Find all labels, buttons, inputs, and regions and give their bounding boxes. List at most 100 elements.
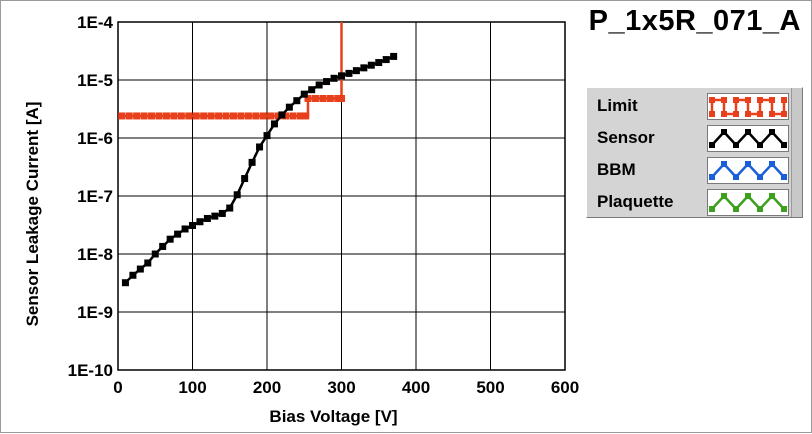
legend-marker-limit: [709, 97, 715, 103]
legend-marker-plaquette: [745, 193, 751, 199]
legend-marker-bbm: [757, 174, 763, 180]
data-point-limit: [326, 94, 334, 102]
data-point-sensor: [248, 158, 256, 166]
x-tick-label: 400: [402, 378, 430, 397]
legend-marker-sensor: [757, 142, 763, 148]
legend-marker-limit: [757, 97, 763, 103]
data-point-limit: [170, 112, 178, 120]
data-point-sensor: [211, 212, 219, 220]
legend-item-plaquette[interactable]: Plaquette: [587, 186, 801, 218]
legend-marker-limit: [745, 97, 751, 103]
legend-marker-sensor: [721, 129, 727, 135]
legend-label-bbm: BBM: [597, 160, 636, 179]
data-point-sensor: [121, 279, 129, 287]
legend-item-bbm[interactable]: BBM: [587, 154, 801, 186]
data-point-sensor: [136, 265, 144, 273]
legend-marker-bbm: [781, 174, 787, 180]
data-point-sensor: [330, 74, 338, 82]
data-point-sensor: [278, 111, 286, 119]
data-point-limit: [302, 112, 310, 120]
legend-marker-limit: [733, 97, 739, 103]
y-axis-title: Sensor Leakage Current [A]: [23, 102, 42, 327]
data-point-sensor: [300, 90, 308, 98]
x-axis-title: Bias Voltage [V]: [269, 407, 397, 426]
data-point-limit: [338, 94, 345, 102]
legend-label-limit: Limit: [597, 96, 638, 115]
legend-marker-limit: [769, 97, 775, 103]
y-tick-label: 1E-8: [77, 245, 113, 264]
legend-marker-plaquette: [757, 206, 763, 212]
legend-marker-bbm: [721, 161, 727, 167]
data-point-limit: [297, 112, 305, 120]
chart-title: P_1x5R_071_A: [588, 5, 801, 37]
legend-marker-limit: [721, 97, 727, 103]
data-point-sensor: [241, 175, 249, 183]
legend-marker-plaquette: [733, 206, 739, 212]
data-point-sensor: [293, 97, 301, 105]
data-point-sensor: [129, 271, 137, 279]
legend-marker-limit: [781, 97, 787, 103]
legend-marker-limit: [721, 111, 727, 117]
series-sensor: [121, 52, 398, 287]
legend-item-limit[interactable]: Limit: [587, 90, 801, 122]
y-tick-label: 1E-7: [77, 187, 113, 206]
data-point-sensor: [375, 59, 383, 67]
legend-swatch-sensor[interactable]: [707, 125, 789, 152]
legend-item-sensor[interactable]: Sensor: [587, 122, 801, 154]
legend-marker-sensor: [733, 142, 739, 148]
data-point-limit: [311, 94, 319, 102]
x-tick-label: 600: [551, 378, 579, 397]
data-point-sensor: [308, 86, 316, 94]
data-point-sensor: [263, 132, 271, 140]
data-point-sensor: [189, 222, 196, 230]
y-tick-label: 1E-10: [68, 361, 113, 380]
data-point-sensor: [352, 67, 360, 75]
legend-marker-plaquette: [781, 206, 787, 212]
data-point-limit: [118, 112, 126, 120]
legend-marker-plaquette: [709, 206, 715, 212]
legend-swatch-bbm[interactable]: [707, 157, 789, 184]
series-line-limit: [121, 22, 343, 118]
legend-marker-plaquette: [721, 193, 727, 199]
legend-marker-limit: [733, 111, 739, 117]
data-point-limit: [334, 94, 342, 102]
data-point-limit: [148, 112, 156, 120]
data-point-limit: [237, 112, 245, 120]
data-point-limit: [244, 112, 252, 120]
data-point-sensor: [203, 214, 211, 222]
legend-marker-limit: [769, 111, 775, 117]
data-point-limit: [252, 112, 260, 120]
legend-marker-limit: [745, 111, 751, 117]
data-point-limit: [207, 112, 215, 120]
data-point-limit: [215, 112, 223, 120]
data-point-sensor: [285, 103, 293, 111]
data-point-sensor: [181, 225, 189, 233]
y-tick-label: 1E-4: [77, 13, 113, 32]
legend-swatch-plaquette[interactable]: [707, 189, 789, 216]
legend-marker-limit: [709, 111, 715, 117]
data-point-limit: [140, 112, 148, 120]
data-point-sensor: [159, 242, 167, 250]
data-point-sensor: [315, 81, 323, 89]
legend-marker-sensor: [709, 142, 715, 148]
data-point-sensor: [226, 204, 234, 212]
data-point-limit: [192, 112, 200, 120]
data-point-limit: [133, 112, 141, 120]
data-point-sensor: [166, 235, 174, 243]
data-point-limit: [319, 94, 327, 102]
legend-label-plaquette: Plaquette: [597, 192, 674, 211]
data-point-sensor: [390, 52, 398, 60]
data-point-limit: [274, 112, 282, 120]
x-tick-label: 200: [253, 378, 281, 397]
x-tick-label: 500: [476, 378, 504, 397]
legend-swatch-limit[interactable]: [707, 93, 789, 120]
data-point-limit: [200, 112, 208, 120]
data-point-sensor: [270, 120, 278, 128]
data-point-sensor: [144, 259, 152, 267]
legend-scrollbar[interactable]: [791, 88, 802, 217]
plot-legend[interactable]: Limit Sensor BBM Plaquette: [586, 87, 803, 218]
legend-marker-limit: [757, 111, 763, 117]
y-tick-label: 1E-9: [77, 303, 113, 322]
